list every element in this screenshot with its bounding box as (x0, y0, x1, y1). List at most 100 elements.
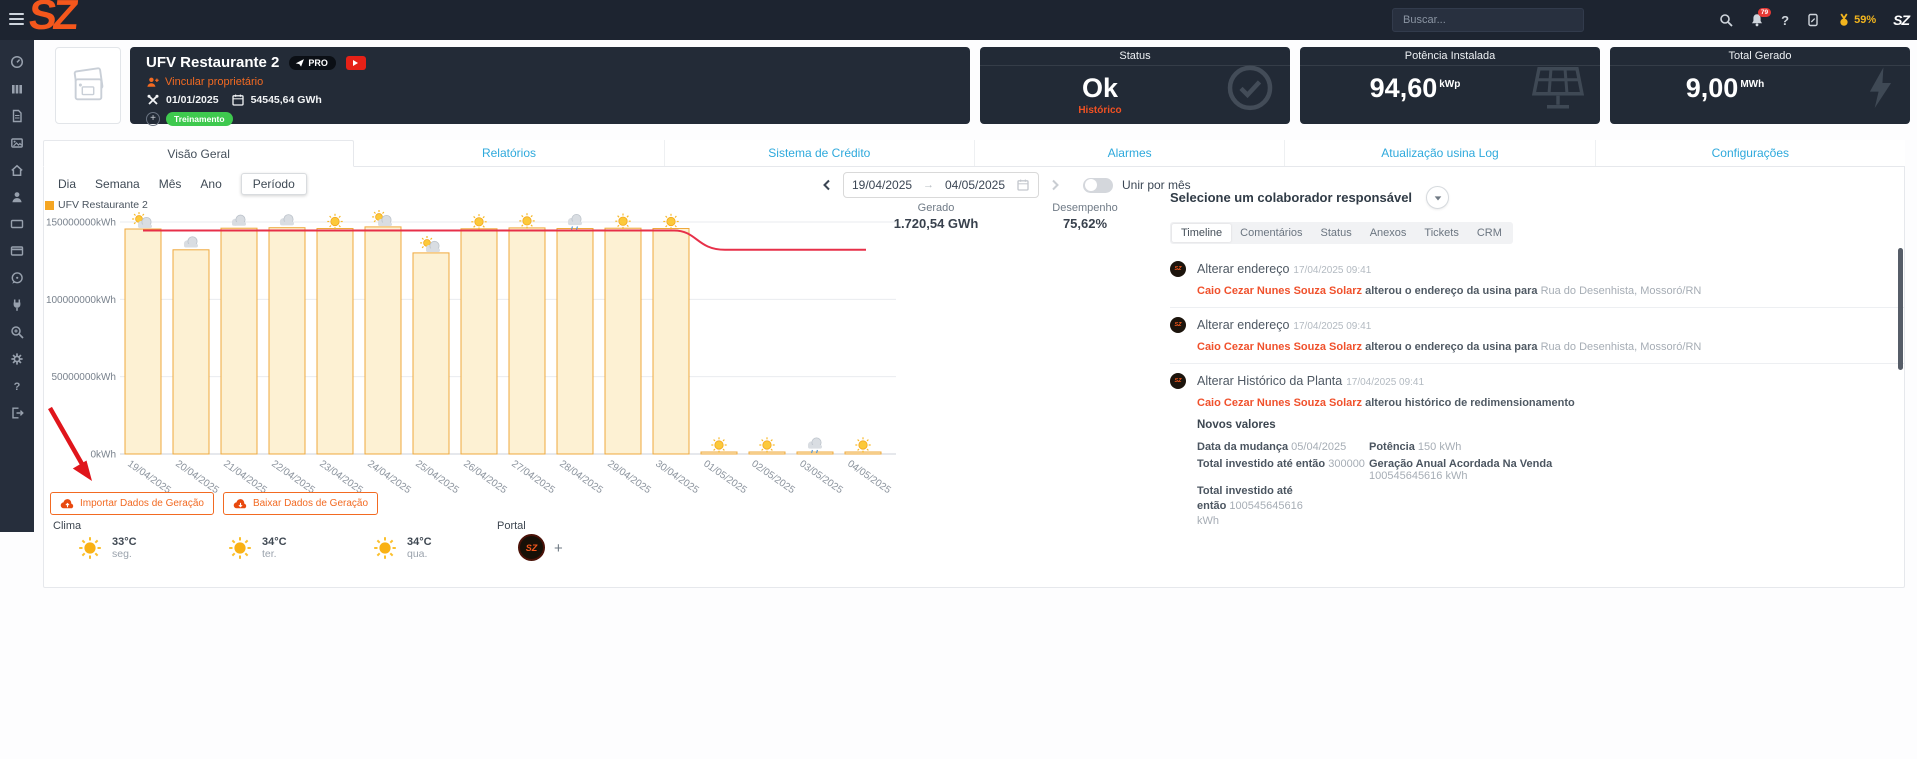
period-option-semana[interactable]: Semana (95, 177, 140, 191)
period-option-dia[interactable]: Dia (58, 177, 77, 191)
kpi-title: Total Gerado (1610, 47, 1910, 66)
period-option-ano[interactable]: Ano (200, 177, 222, 191)
plant-header-card: UFV Restaurante 2 PRO Vincular proprietá… (130, 47, 970, 126)
date-end: 04/05/2025 (944, 178, 1006, 192)
generation-chart: 0kWh 50000000kWh 100000000kWh 150000000kWh 1… (44, 208, 904, 497)
calendar-icon (1016, 178, 1030, 192)
chevron-left-icon[interactable] (820, 178, 834, 192)
sidebar-item-photo[interactable] (0, 129, 34, 156)
hamburger-menu-icon[interactable] (9, 13, 24, 25)
kpi-card-total-gerado: Total Gerado 9,00 MWh (1610, 47, 1910, 124)
right-tab-crm[interactable]: CRM (1476, 227, 1502, 239)
timeline-entry-description: Caio Cezar Nunes Souza Solarz alterou hi… (1197, 397, 1575, 409)
svg-text:29/04/2025: 29/04/2025 (605, 458, 653, 496)
weather-title: Clima (53, 520, 82, 532)
period-option-mês[interactable]: Mês (158, 177, 182, 191)
chart-legend[interactable]: UFV Restaurante 2 (45, 199, 148, 211)
sidebar-item-home[interactable] (0, 156, 34, 183)
search-icon[interactable] (1719, 13, 1733, 27)
right-tab-timeline[interactable]: Timeline (1172, 224, 1232, 242)
sidebar-item-user[interactable] (0, 183, 34, 210)
help-icon[interactable]: ? (1781, 12, 1790, 28)
sidebar-item-plug[interactable] (0, 291, 34, 318)
kpi-value: 94,60 kWp (1369, 73, 1461, 103)
import-generation-button[interactable]: Importar Dados de Geração (50, 492, 214, 515)
youtube-icon[interactable] (345, 55, 366, 70)
person-plus-icon (146, 75, 160, 89)
date-start: 19/04/2025 (852, 178, 913, 192)
add-tag-button[interactable]: + (146, 112, 160, 126)
right-tab-comentários[interactable]: Comentários (1240, 227, 1303, 239)
sidebar-item-search-plus[interactable] (0, 318, 34, 345)
sidebar-item-file[interactable] (0, 102, 34, 129)
kpi-sub[interactable]: Histórico (1078, 105, 1122, 116)
user-avatar[interactable]: SZ (1893, 12, 1910, 28)
plant-photo-placeholder[interactable] (55, 47, 121, 124)
kpi-title: Status (980, 47, 1290, 66)
weather-day: 33°C seg. (78, 536, 137, 560)
merge-month-toggle[interactable] (1083, 177, 1113, 193)
tab-atualização-usina-log[interactable]: Atualização usina Log (1285, 140, 1596, 166)
timeline-entry: SZ Alterar Histórico da Planta 17/04/2025 … (1170, 364, 1904, 544)
collaborator-dropdown-button[interactable] (1426, 186, 1450, 209)
period-option-período[interactable]: Período (240, 173, 307, 195)
app-logo[interactable]: SZ (26, 0, 78, 38)
chevron-right-icon[interactable] (1048, 178, 1062, 192)
topbar-icons: 79 ? 59% SZ (1719, 0, 1910, 40)
svg-text:0kWh: 0kWh (90, 450, 116, 461)
right-panel-tabs: Timeline Comentários Status Anexos Tickets CR… (1170, 222, 1513, 244)
tab-visão-geral[interactable]: Visão Geral (43, 140, 355, 167)
tab-configurações[interactable]: Configurações (1711, 146, 1789, 160)
right-tab-anexos[interactable]: Anexos (1369, 227, 1407, 239)
portal-add-button[interactable]: + (554, 540, 563, 557)
sidebar-item-credit-card[interactable] (0, 237, 34, 264)
svg-text:24/04/2025: 24/04/2025 (365, 458, 413, 496)
sidebar-item-help[interactable]: ? (0, 372, 34, 399)
search-plus-icon (10, 325, 24, 339)
timeline-entry-title: Alterar endereço (1197, 262, 1290, 276)
merge-month-label: Unir por mês (1122, 178, 1191, 192)
svg-text:26/04/2025: 26/04/2025 (461, 458, 509, 496)
timeline-entry-time: 17/04/2025 09:41 (1346, 377, 1425, 388)
tab-sistema-de-crédito[interactable]: Sistema de Crédito (665, 140, 975, 166)
sidebar-item-card[interactable] (0, 210, 34, 237)
portal-title: Portal (497, 520, 526, 532)
timeline-entry-description: Caio Cezar Nunes Souza Solarz alterou o … (1197, 341, 1702, 353)
timeline-entry-title: Alterar endereço (1197, 318, 1290, 332)
pro-badge: PRO (289, 55, 336, 70)
commissioning-date: 01/01/2025 (166, 94, 219, 106)
changelog-icon[interactable] (1806, 13, 1820, 27)
notifications-bell-icon[interactable]: 79 (1750, 8, 1772, 27)
bolt-icon (1867, 65, 1894, 109)
speedometer-icon (10, 55, 24, 69)
credit-card-icon (10, 244, 24, 258)
svg-text:150000000kWh: 150000000kWh (46, 218, 116, 229)
avatar: SZ (1170, 261, 1186, 277)
collaborator-label: Selecione um colaborador responsável (1170, 190, 1413, 205)
gamification-medal-icon[interactable]: 59% (1837, 13, 1876, 27)
link-owner-button[interactable]: Vincular proprietário (146, 75, 954, 89)
weather-day: 34°C ter. (228, 536, 287, 560)
search-input[interactable] (1392, 8, 1584, 32)
sidebar-item-solar-columns[interactable] (0, 75, 34, 102)
svg-text:21/04/2025: 21/04/2025 (221, 458, 269, 496)
right-tab-status[interactable]: Status (1320, 227, 1352, 239)
svg-text:20/04/2025: 20/04/2025 (173, 458, 221, 496)
sidebar-item-whatsapp[interactable] (0, 264, 34, 291)
tab-alarmes[interactable]: Alarmes (975, 140, 1286, 166)
sidebar-item-logout[interactable] (0, 399, 34, 426)
download-generation-button[interactable]: Baixar Dados de Geração (222, 492, 379, 515)
sidebar-item-gear[interactable] (0, 345, 34, 372)
kpi-card-potência-instalada: Potência Instalada 94,60 kWp (1300, 47, 1600, 124)
portal-avatar[interactable]: SZ (518, 534, 545, 561)
date-range-input[interactable]: 19/04/2025 → 04/05/2025 (843, 172, 1039, 198)
tab-relatórios[interactable]: Relatórios (354, 140, 665, 166)
sidebar-item-speedometer[interactable] (0, 48, 34, 75)
avatar: SZ (1170, 317, 1186, 333)
timeline-scrollbar[interactable] (1898, 248, 1903, 370)
timeline-entry-details: Novos valores Data da mudança 05/04/2025 T… (1197, 419, 1553, 527)
notification-badge: 79 (1757, 8, 1772, 17)
sun-icon (228, 536, 252, 560)
sidebar: ? (0, 40, 34, 532)
right-tab-tickets[interactable]: Tickets (1424, 227, 1459, 239)
